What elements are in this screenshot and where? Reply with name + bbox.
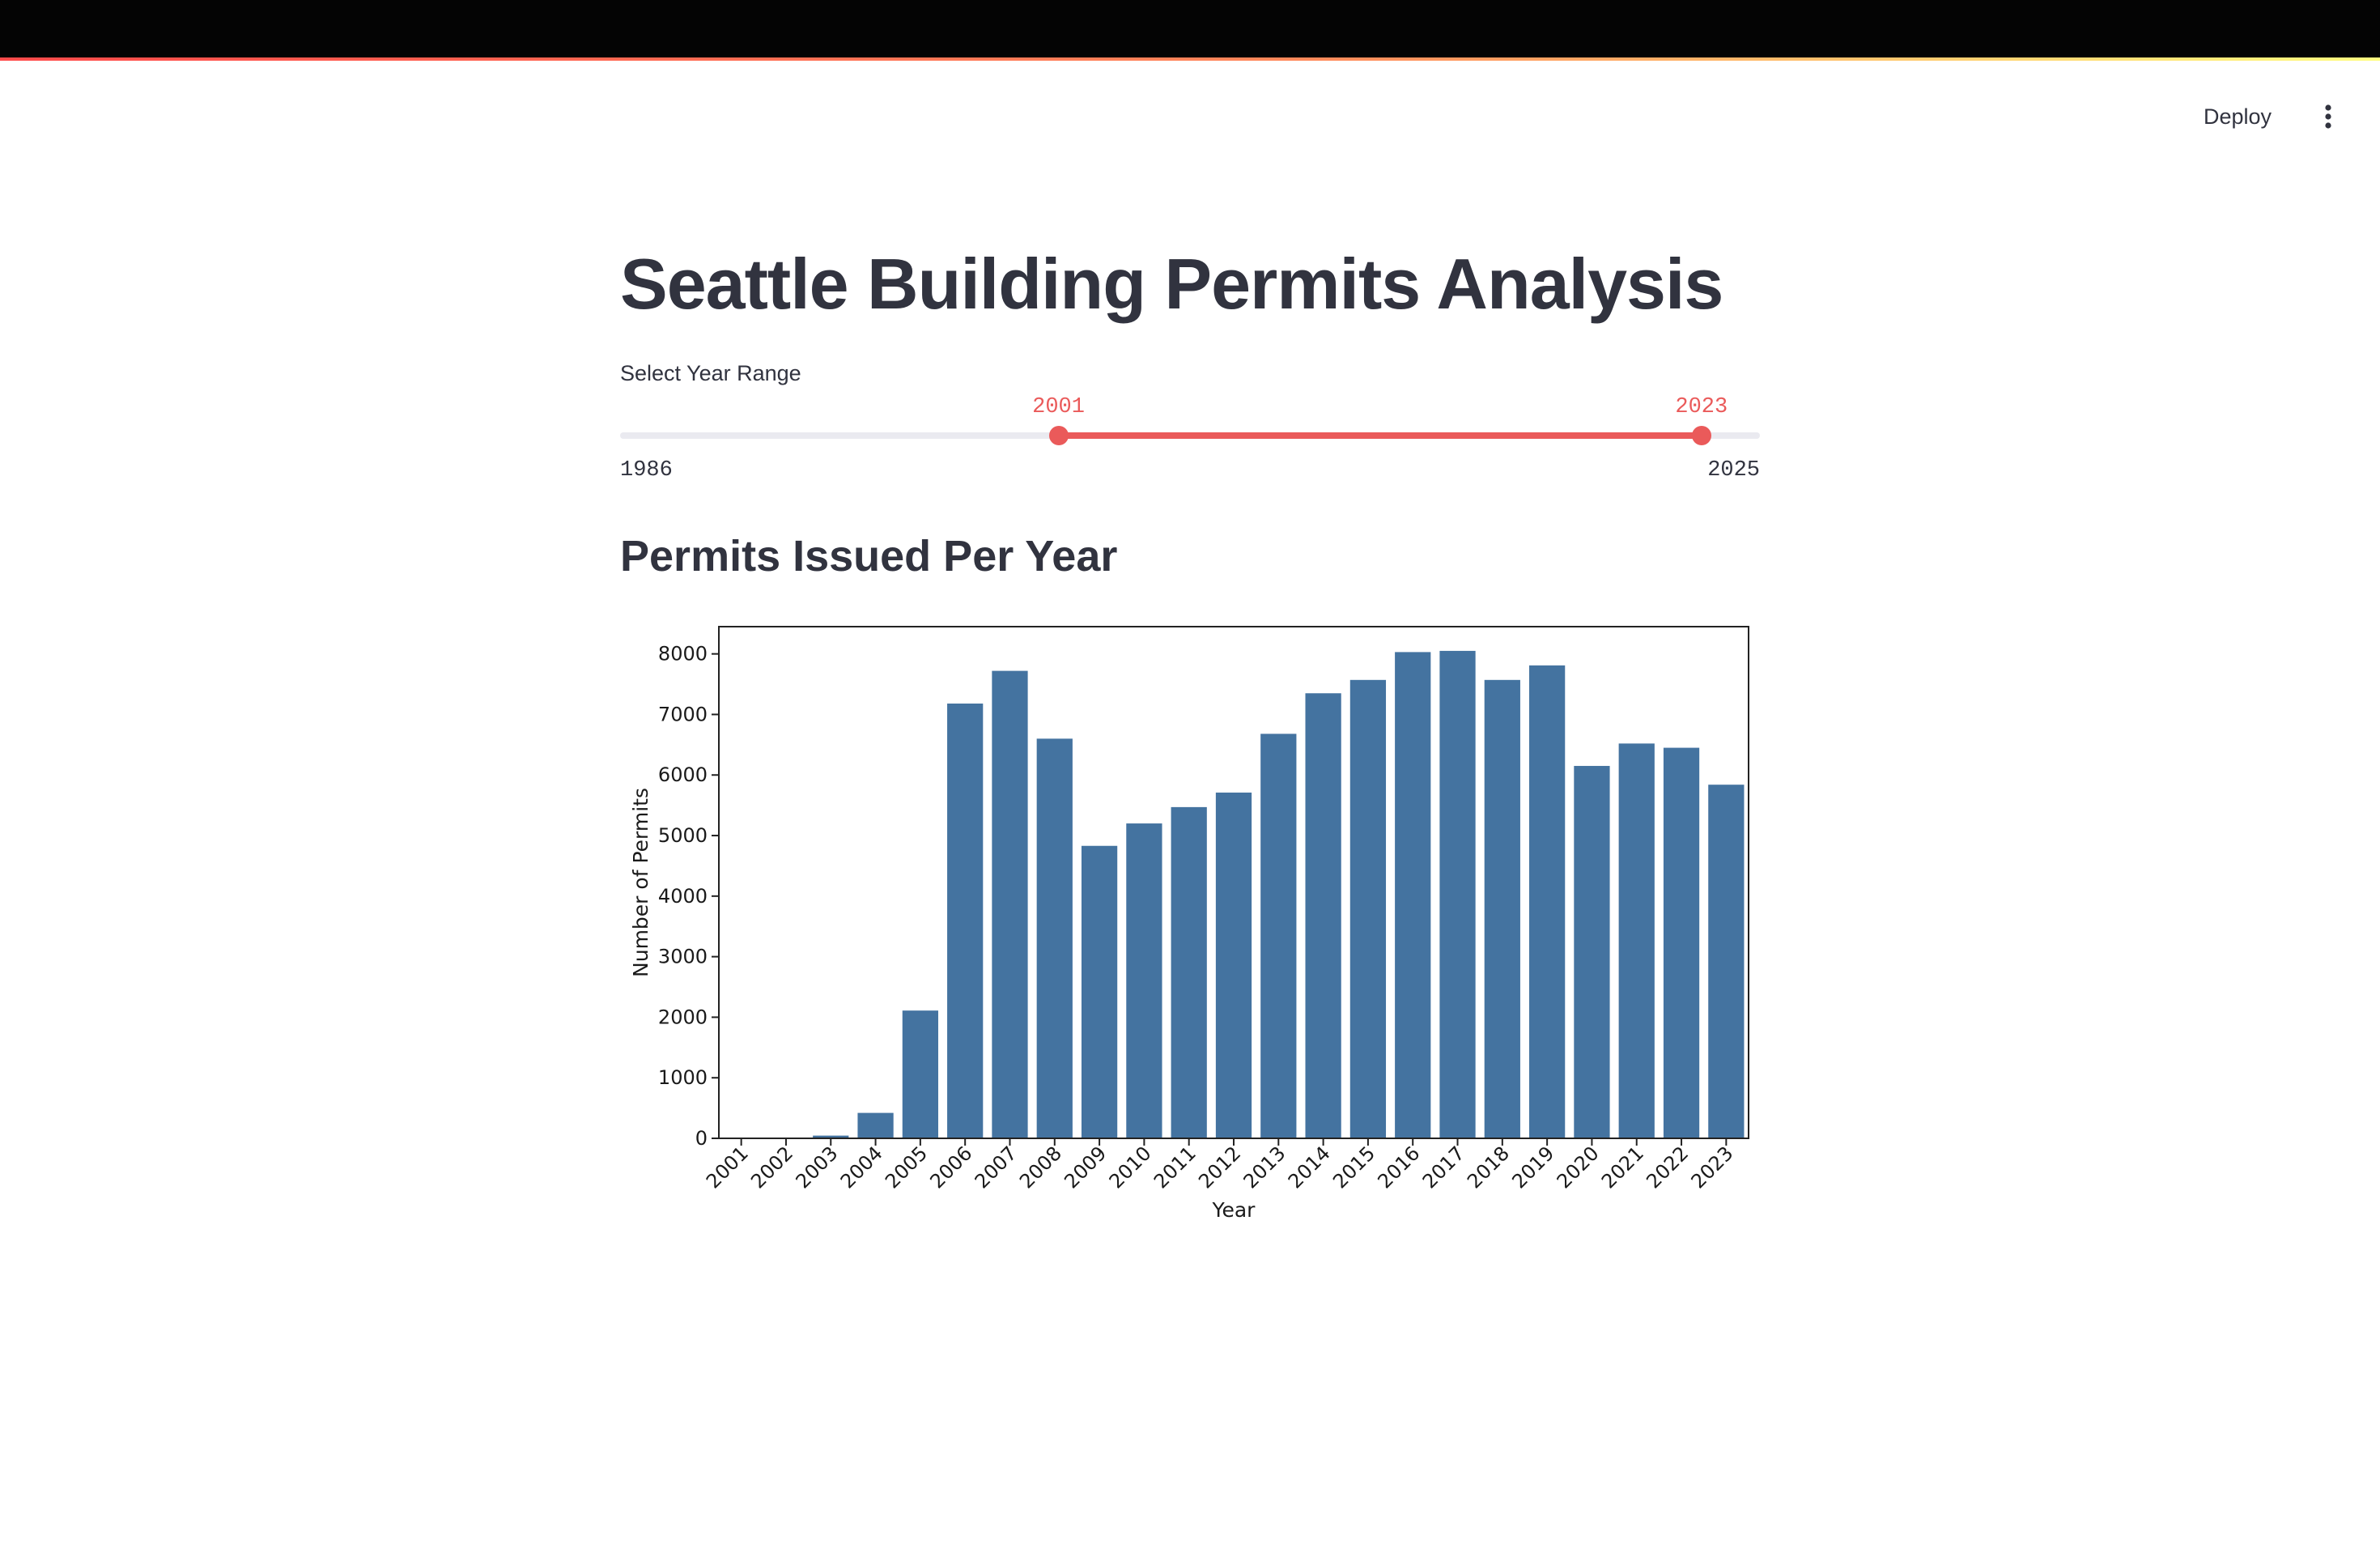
x-tick-label-2017: 2017	[1418, 1142, 1469, 1193]
y-tick-label-4000: 4000	[658, 885, 708, 908]
x-tick-label-2014: 2014	[1284, 1142, 1335, 1193]
year-range-slider-label: Select Year Range	[620, 361, 801, 385]
x-tick-label-2023: 2023	[1687, 1142, 1738, 1193]
x-tick-label-2002: 2002	[746, 1142, 797, 1193]
year-range-slider[interactable]: 2001 2023 1986 2025	[620, 395, 1760, 484]
bar-2022	[1663, 747, 1700, 1138]
x-tick-label-2008: 2008	[1015, 1142, 1066, 1193]
slider-low-value: 2001	[1032, 395, 1085, 419]
chart-svg: 0100020003000400050006000700080002001200…	[629, 626, 1749, 1222]
bar-2012	[1215, 792, 1252, 1138]
y-tick-label-8000: 8000	[658, 643, 708, 666]
bar-2010	[1126, 823, 1162, 1138]
app-top-accent-line	[0, 57, 2380, 61]
x-tick-label-2003: 2003	[792, 1142, 843, 1193]
deploy-button[interactable]: Deploy	[2186, 96, 2289, 138]
x-tick-label-2019: 2019	[1507, 1142, 1558, 1193]
bar-2019	[1529, 665, 1566, 1138]
x-tick-label-2015: 2015	[1328, 1142, 1379, 1193]
bar-2013	[1260, 734, 1297, 1138]
slider-low-thumb[interactable]	[1048, 426, 1069, 445]
bar-2009	[1081, 845, 1118, 1138]
bar-2021	[1618, 743, 1655, 1138]
slider-high-thumb[interactable]	[1691, 426, 1711, 445]
y-axis-label: Number of Permits	[629, 788, 652, 977]
slider-selected-range	[1058, 432, 1702, 439]
bar-2015	[1349, 679, 1387, 1138]
x-tick-label-2021: 2021	[1597, 1142, 1648, 1193]
x-tick-label-2006: 2006	[925, 1142, 976, 1193]
bar-2011	[1171, 806, 1207, 1138]
app-top-bar	[0, 0, 2380, 57]
slider-min-label: 1986	[620, 458, 673, 483]
bar-2004	[857, 1112, 894, 1138]
x-tick-label-2009: 2009	[1060, 1142, 1111, 1193]
bar-2016	[1395, 652, 1431, 1138]
bar-2018	[1484, 679, 1520, 1138]
bar-2023	[1708, 785, 1745, 1138]
header-actions: Deploy	[2186, 94, 2348, 139]
slider-max-label: 2025	[1707, 458, 1760, 483]
x-tick-label-2022: 2022	[1642, 1142, 1693, 1193]
bar-2006	[947, 703, 984, 1138]
y-tick-label-6000: 6000	[658, 763, 708, 786]
x-tick-label-2012: 2012	[1194, 1142, 1245, 1193]
section-title: Permits Issued Per Year	[620, 532, 1118, 580]
x-tick-label-2020: 2020	[1553, 1142, 1604, 1193]
x-tick-label-2010: 2010	[1105, 1142, 1156, 1193]
bar-2008	[1036, 738, 1073, 1138]
kebab-menu-icon	[2325, 104, 2331, 129]
x-tick-label-2004: 2004	[836, 1142, 887, 1193]
x-tick-label-2005: 2005	[881, 1142, 932, 1193]
x-tick-label-2018: 2018	[1463, 1142, 1514, 1193]
x-tick-label-2007: 2007	[971, 1142, 1022, 1193]
y-tick-label-3000: 3000	[658, 946, 708, 968]
y-tick-label-1000: 1000	[658, 1066, 708, 1089]
bar-2007	[992, 670, 1028, 1138]
y-tick-label-7000: 7000	[658, 703, 708, 725]
y-tick-label-2000: 2000	[658, 1006, 708, 1028]
bar-2014	[1305, 693, 1341, 1138]
x-tick-label-2016: 2016	[1373, 1142, 1424, 1193]
bar-2020	[1574, 766, 1610, 1138]
y-tick-label-0: 0	[695, 1127, 708, 1150]
bar-2003	[813, 1135, 849, 1138]
x-tick-label-2011: 2011	[1150, 1142, 1201, 1193]
x-tick-label-2001: 2001	[702, 1142, 753, 1193]
page-title: Seattle Building Permits Analysis	[620, 244, 1723, 324]
x-axis-label: Year	[1212, 1198, 1256, 1222]
permits-bar-chart: 0 1000 2000 3000 4000 5000 6000 7000 8000 2001 200…	[620, 612, 1760, 1235]
slider-high-value: 2023	[1675, 395, 1728, 419]
x-tick-label-2013: 2013	[1239, 1142, 1290, 1193]
bar-2005	[902, 1010, 938, 1138]
main-menu-button[interactable]	[2309, 97, 2348, 136]
y-tick-label-5000: 5000	[658, 824, 708, 847]
bar-2017	[1439, 650, 1476, 1138]
